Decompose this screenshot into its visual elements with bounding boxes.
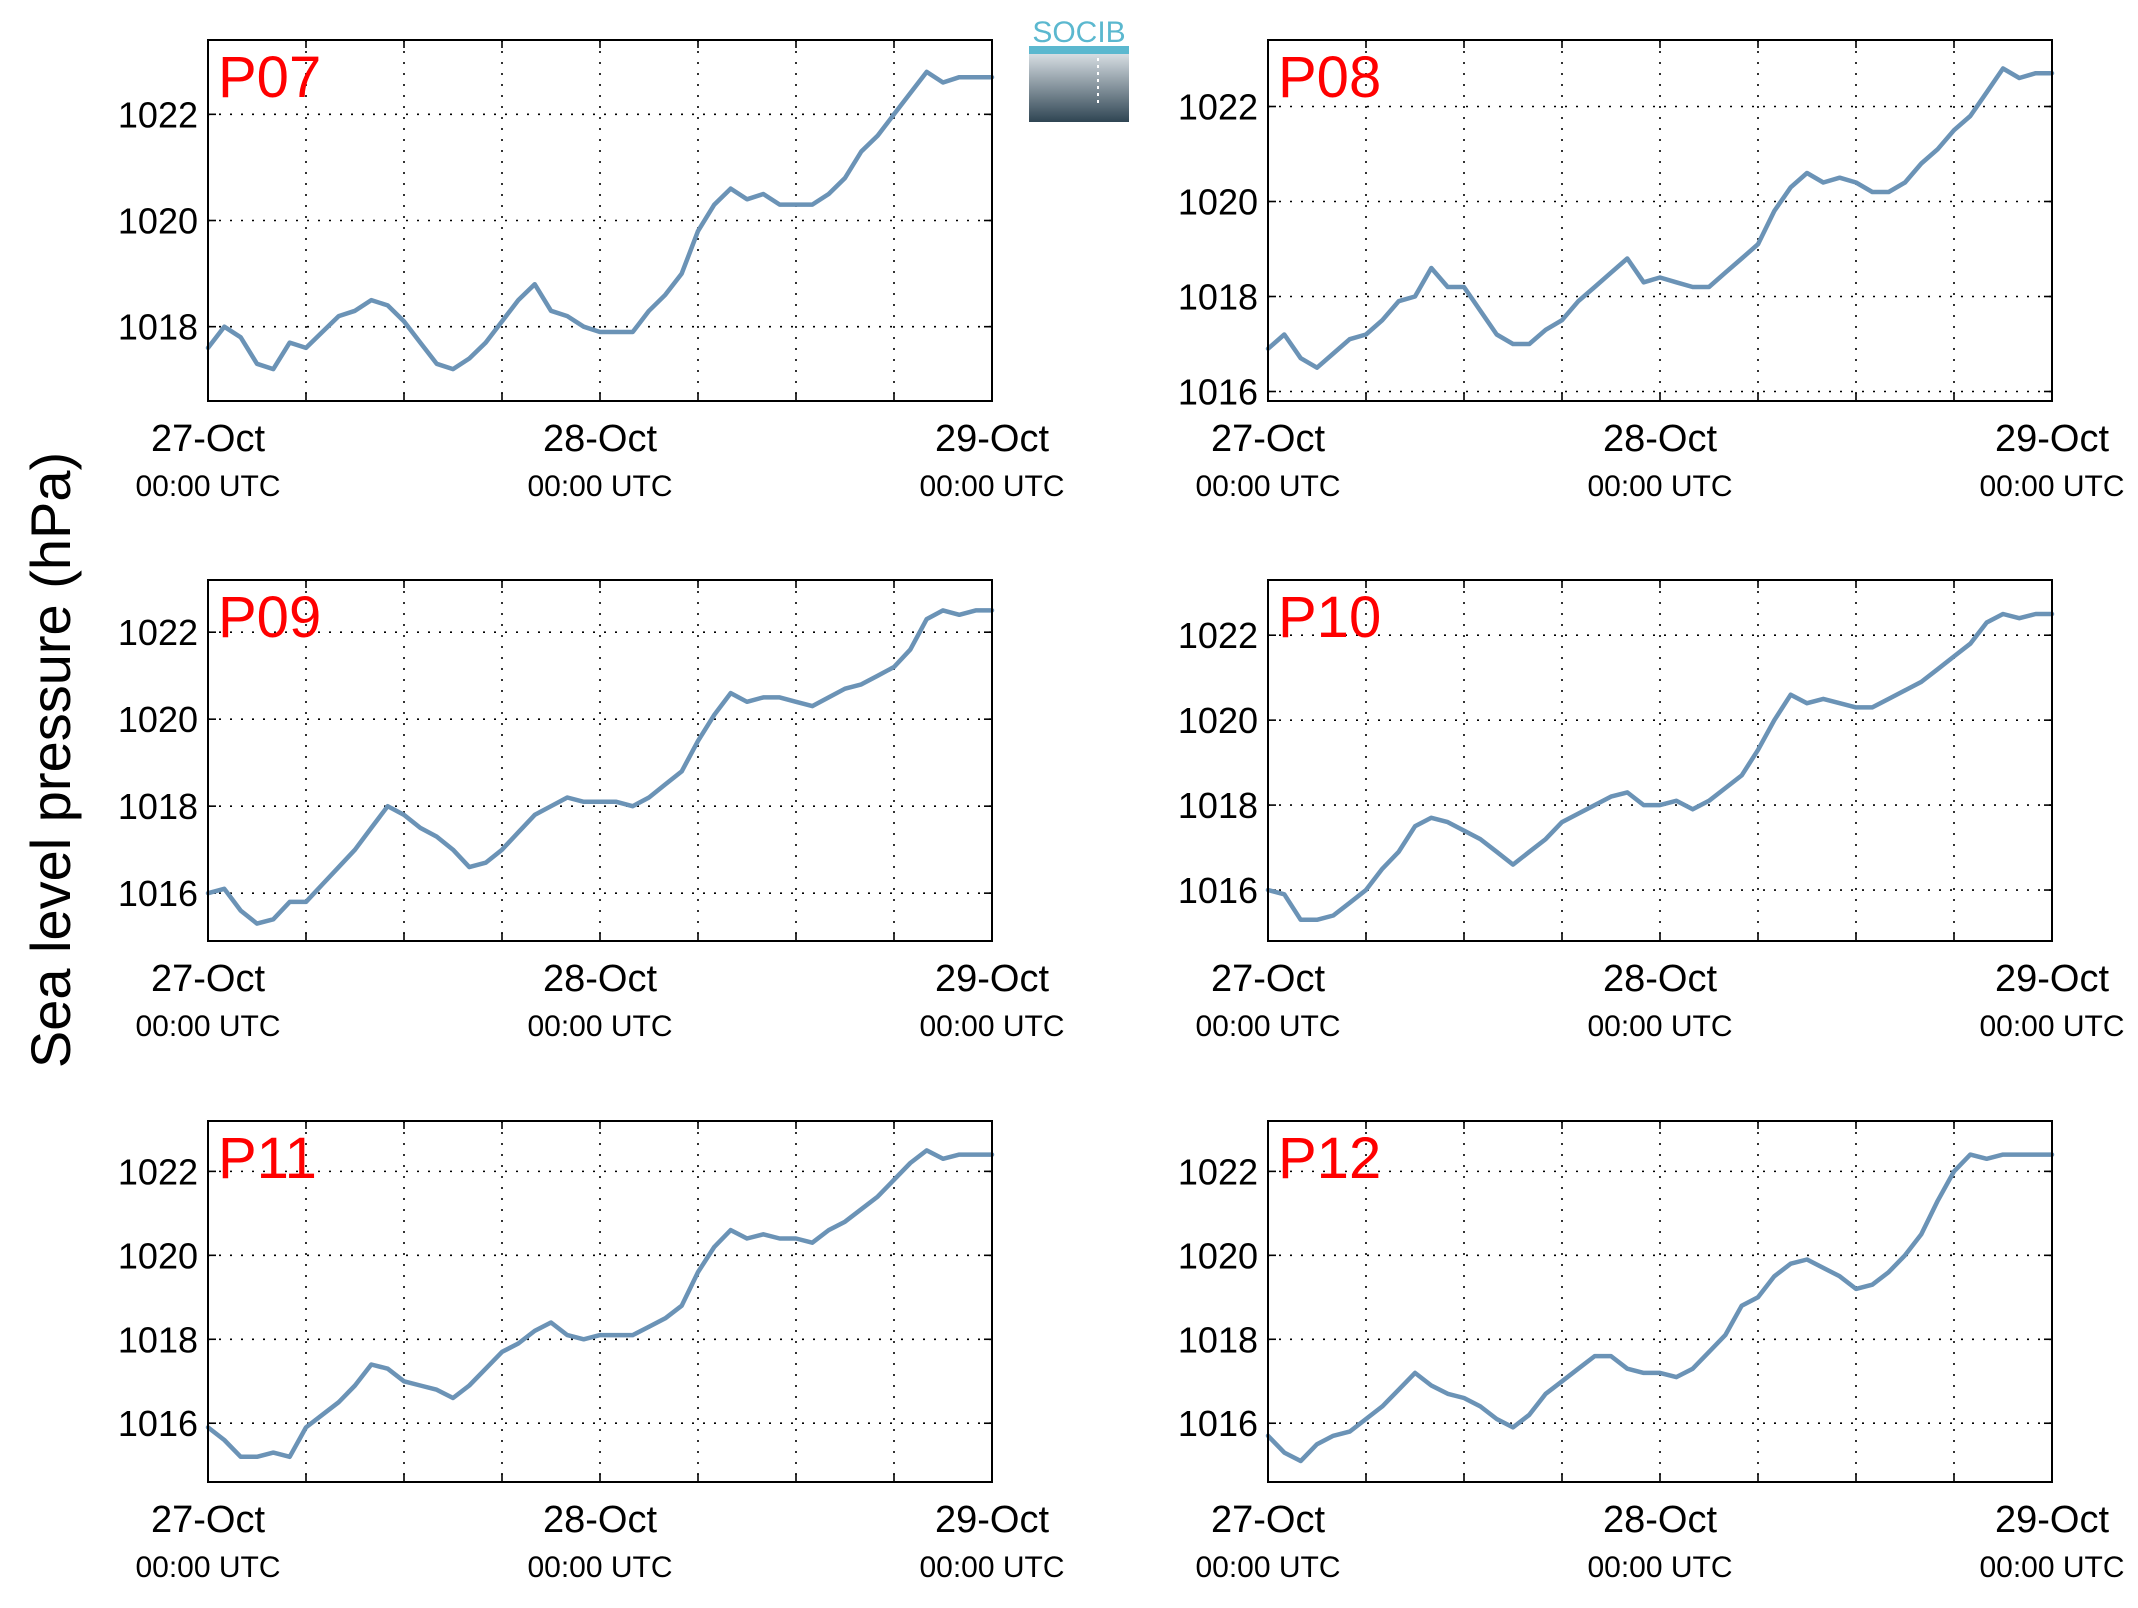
x-tick-label-time: 00:00 UTC bbox=[1979, 1551, 2124, 1584]
x-tick-label-time: 00:00 UTC bbox=[135, 470, 280, 503]
axes-frame bbox=[1267, 579, 2053, 942]
x-tick-label-time: 00:00 UTC bbox=[1587, 470, 1732, 503]
x-tick-label-date: 28-Oct bbox=[543, 1499, 657, 1541]
x-tick-label-time: 00:00 UTC bbox=[135, 1551, 280, 1584]
panel-title: P07 bbox=[218, 45, 321, 110]
panel-title: P11 bbox=[218, 1126, 317, 1191]
y-tick-label: 1020 bbox=[1178, 700, 1258, 741]
plot-area bbox=[1268, 1121, 2052, 1482]
x-tick-label-date: 27-Oct bbox=[1211, 1499, 1325, 1541]
x-tick-label-date: 28-Oct bbox=[543, 958, 657, 1000]
plot-area bbox=[208, 1121, 992, 1482]
y-tick-label: 1018 bbox=[1178, 1319, 1258, 1360]
axes-frame bbox=[207, 579, 993, 942]
x-tick-label-time: 00:00 UTC bbox=[527, 470, 672, 503]
x-tick-label-time: 00:00 UTC bbox=[919, 1010, 1064, 1043]
x-tick-label-time: 00:00 UTC bbox=[919, 1551, 1064, 1584]
panel-title: P10 bbox=[1278, 585, 1381, 650]
x-tick-label-time: 00:00 UTC bbox=[1195, 1010, 1340, 1043]
x-tick-label-time: 00:00 UTC bbox=[1587, 1551, 1732, 1584]
x-tick-label-time: 00:00 UTC bbox=[1195, 1551, 1340, 1584]
panel-title: P12 bbox=[1278, 1126, 1381, 1191]
y-tick-label: 1016 bbox=[118, 1403, 198, 1444]
x-tick-label-date: 28-Oct bbox=[1603, 1499, 1717, 1541]
x-tick-label-time: 00:00 UTC bbox=[135, 1010, 280, 1043]
series-line-p11 bbox=[205, 1148, 995, 1460]
x-tick-label-time: 00:00 UTC bbox=[1195, 470, 1340, 503]
x-tick-label-time: 00:00 UTC bbox=[527, 1010, 672, 1043]
y-tick-label: 1018 bbox=[118, 1319, 198, 1360]
x-tick-label-time: 00:00 UTC bbox=[1587, 1010, 1732, 1043]
plot-area bbox=[1268, 580, 2052, 941]
logo-block bbox=[1029, 54, 1129, 122]
axes-frame bbox=[207, 1120, 993, 1483]
series-line-p08 bbox=[1265, 66, 2055, 370]
socib-logo: SOCIB bbox=[1029, 16, 1129, 122]
axes-frame bbox=[207, 39, 993, 402]
x-tick-label-date: 29-Oct bbox=[1995, 958, 2109, 1000]
logo-text: SOCIB bbox=[1032, 16, 1125, 49]
y-tick-label: 1016 bbox=[1178, 372, 1258, 413]
x-tick-label-date: 28-Oct bbox=[1603, 418, 1717, 460]
y-tick-label: 1018 bbox=[1178, 277, 1258, 318]
series-line-p07 bbox=[205, 69, 995, 372]
x-tick-label-date: 28-Oct bbox=[543, 418, 657, 460]
y-tick-label: 1016 bbox=[1178, 1403, 1258, 1444]
y-tick-label: 1020 bbox=[1178, 1235, 1258, 1276]
chart-panel-p09: 1016 1018 1020 1022 27-Oct 00:00 UTC 28-Oct 00:… bbox=[118, 579, 1065, 1043]
y-tick-label: 1018 bbox=[1178, 785, 1258, 826]
logo-wave bbox=[1029, 46, 1129, 54]
x-tick-label-date: 29-Oct bbox=[1995, 1499, 2109, 1541]
y-tick-label: 1022 bbox=[118, 94, 198, 135]
x-tick-label-time: 00:00 UTC bbox=[919, 470, 1064, 503]
x-tick-label-date: 27-Oct bbox=[1211, 958, 1325, 1000]
x-tick-label-date: 29-Oct bbox=[935, 1499, 1049, 1541]
chart-panel-p08: 1016 1018 1020 1022 27-Oct 00:00 UTC 28-Oct 00:… bbox=[1178, 39, 2125, 503]
series-line-p09 bbox=[205, 608, 995, 926]
panel-title: P08 bbox=[1278, 45, 1381, 110]
y-axis-label: Sea level pressure (hPa) bbox=[19, 452, 82, 1068]
y-tick-label: 1020 bbox=[118, 201, 198, 242]
y-tick-label: 1022 bbox=[118, 1151, 198, 1192]
x-tick-label-time: 00:00 UTC bbox=[1979, 1010, 2124, 1043]
y-tick-label: 1018 bbox=[118, 307, 198, 348]
x-tick-label-date: 27-Oct bbox=[151, 1499, 265, 1541]
y-tick-label: 1022 bbox=[1178, 1151, 1258, 1192]
axes-frame bbox=[1267, 39, 2053, 402]
panels: 1018 1020 1022 27-Oct 00:00 UTC 28-Oct 00:00 U… bbox=[118, 39, 2125, 1584]
y-tick-label: 1022 bbox=[1178, 87, 1258, 128]
x-tick-label-date: 29-Oct bbox=[935, 418, 1049, 460]
plot-area bbox=[1268, 40, 2052, 401]
x-tick-label-date: 28-Oct bbox=[1603, 958, 1717, 1000]
y-tick-label: 1016 bbox=[1178, 870, 1258, 911]
series-line-p12 bbox=[1265, 1152, 2055, 1464]
x-tick-label-date: 29-Oct bbox=[1995, 418, 2109, 460]
x-tick-label-time: 00:00 UTC bbox=[1979, 470, 2124, 503]
y-tick-label: 1018 bbox=[118, 786, 198, 827]
y-tick-label: 1022 bbox=[1178, 615, 1258, 656]
chart-panel-p11: 1016 1018 1020 1022 27-Oct 00:00 UTC 28-Oct 00:… bbox=[118, 1120, 1065, 1584]
panel-title: P09 bbox=[218, 585, 321, 650]
x-tick-label-date: 27-Oct bbox=[151, 418, 265, 460]
y-tick-label: 1020 bbox=[118, 699, 198, 740]
plot-area bbox=[208, 40, 992, 401]
x-tick-label-date: 27-Oct bbox=[1211, 418, 1325, 460]
y-tick-label: 1020 bbox=[1178, 182, 1258, 223]
x-tick-label-date: 27-Oct bbox=[151, 958, 265, 1000]
chart-panel-p10: 1016 1018 1020 1022 27-Oct 00:00 UTC 28-Oct 00:… bbox=[1178, 579, 2125, 1043]
plot-area bbox=[208, 580, 992, 941]
axes-frame bbox=[1267, 1120, 2053, 1483]
chart-panel-p07: 1018 1020 1022 27-Oct 00:00 UTC 28-Oct 00:00 U… bbox=[118, 39, 1065, 503]
y-tick-label: 1020 bbox=[118, 1235, 198, 1276]
y-tick-label: 1016 bbox=[118, 873, 198, 914]
y-tick-label: 1022 bbox=[118, 612, 198, 653]
x-tick-label-time: 00:00 UTC bbox=[527, 1551, 672, 1584]
chart-panel-p12: 1016 1018 1020 1022 27-Oct 00:00 UTC 28-Oct 00:… bbox=[1178, 1120, 2125, 1584]
x-tick-label-date: 29-Oct bbox=[935, 958, 1049, 1000]
series-line-p10 bbox=[1265, 611, 2055, 923]
